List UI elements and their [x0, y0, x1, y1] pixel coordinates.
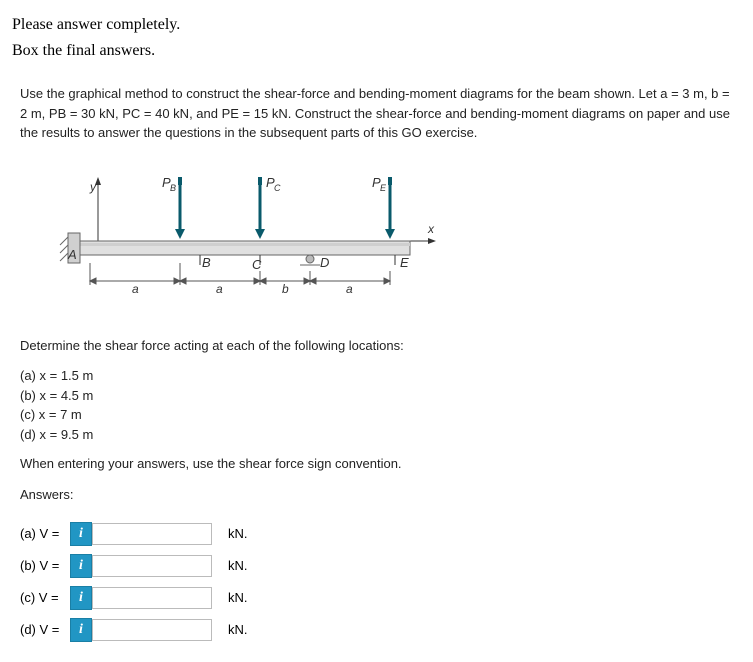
- svg-text:B: B: [170, 183, 176, 193]
- sign-convention-note: When entering your answers, use the shea…: [20, 454, 741, 475]
- answer-label: (b) V =: [20, 558, 70, 573]
- point-a-label: A: [67, 247, 77, 262]
- answer-unit: kN.: [228, 558, 248, 573]
- loc-d: (d) x = 9.5 m: [20, 425, 741, 445]
- answer-input-b[interactable]: [92, 555, 212, 577]
- answer-unit: kN.: [228, 590, 248, 605]
- answer-label: (d) V =: [20, 622, 70, 637]
- instruction-line-1: Please answer completely.: [12, 16, 741, 34]
- answer-row-d: (d) V = i kN.: [20, 618, 741, 642]
- answer-unit: kN.: [228, 526, 248, 541]
- loc-c: (c) x = 7 m: [20, 405, 741, 425]
- info-icon[interactable]: i: [70, 554, 92, 578]
- point-c-label: C: [252, 257, 262, 272]
- svg-text:a: a: [132, 282, 139, 296]
- info-icon[interactable]: i: [70, 522, 92, 546]
- loc-a: (a) x = 1.5 m: [20, 366, 741, 386]
- answer-label: (c) V =: [20, 590, 70, 605]
- question-prompt: Determine the shear force acting at each…: [20, 336, 741, 357]
- problem-statement: Use the graphical method to construct th…: [20, 84, 740, 143]
- instruction-line-2: Box the final answers.: [12, 42, 741, 60]
- info-icon[interactable]: i: [70, 586, 92, 610]
- answer-label: (a) V =: [20, 526, 70, 541]
- svg-text:a: a: [346, 282, 353, 296]
- answer-unit: kN.: [228, 622, 248, 637]
- svg-text:C: C: [274, 183, 281, 193]
- info-icon[interactable]: i: [70, 618, 92, 642]
- answer-input-d[interactable]: [92, 619, 212, 641]
- answer-row-c: (c) V = i kN.: [20, 586, 741, 610]
- axis-y-label: y: [89, 180, 97, 194]
- answers-block: (a) V = i kN. (b) V = i kN. (c) V = i kN…: [20, 522, 741, 642]
- point-b-label: B: [202, 255, 211, 270]
- answer-input-a[interactable]: [92, 523, 212, 545]
- axis-x-label: x: [427, 222, 435, 236]
- svg-text:b: b: [282, 282, 289, 296]
- answer-row-b: (b) V = i kN.: [20, 554, 741, 578]
- loc-b: (b) x = 4.5 m: [20, 386, 741, 406]
- content-block: Use the graphical method to construct th…: [12, 84, 741, 642]
- point-d-label: D: [320, 255, 329, 270]
- answer-row-a: (a) V = i kN.: [20, 522, 741, 546]
- answer-input-c[interactable]: [92, 587, 212, 609]
- svg-text:E: E: [380, 183, 387, 193]
- beam-diagram: y x P B: [50, 163, 741, 316]
- svg-text:a: a: [216, 282, 223, 296]
- location-list: (a) x = 1.5 m (b) x = 4.5 m (c) x = 7 m …: [20, 366, 741, 444]
- answers-heading: Answers:: [20, 485, 741, 506]
- point-e-label: E: [400, 255, 409, 270]
